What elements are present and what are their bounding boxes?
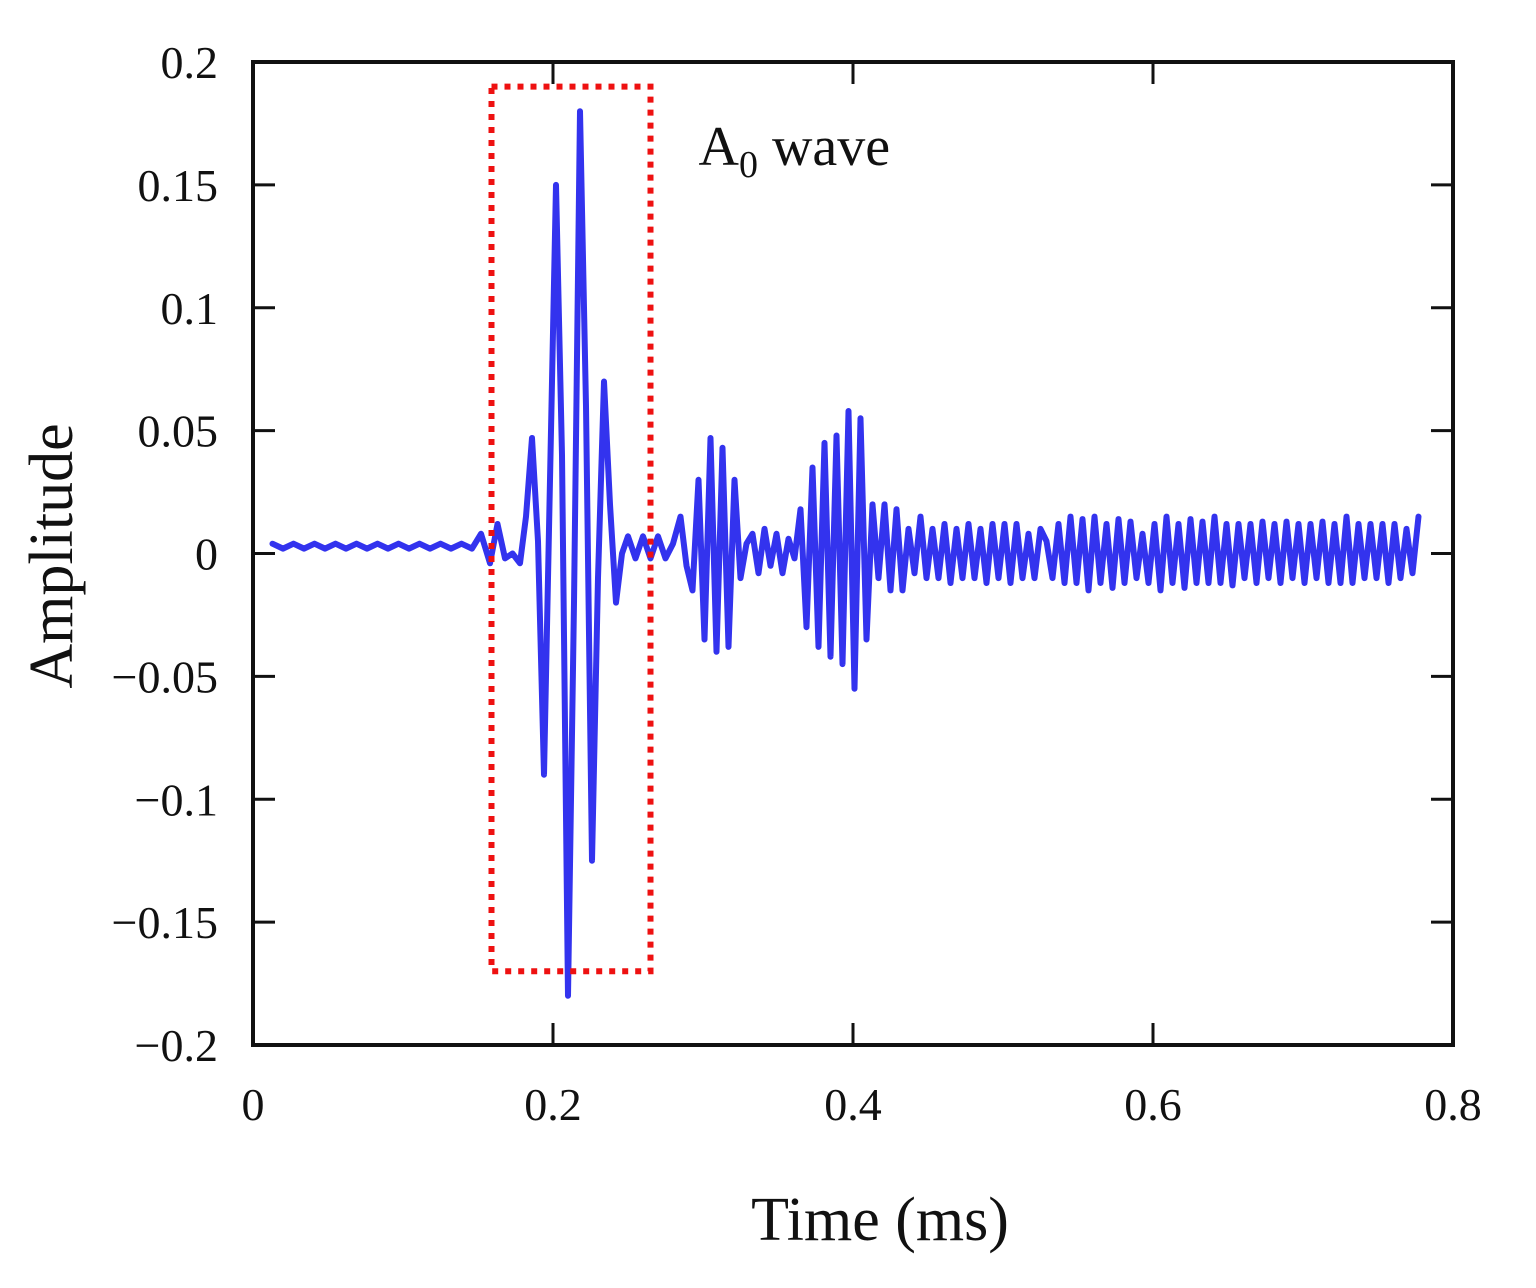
- x-axis-title: Time (ms): [751, 1186, 1009, 1254]
- y-tick-label: 0: [195, 529, 218, 580]
- plot-frame: [251, 60, 1455, 1047]
- x-tick-label: 0.6: [1124, 1079, 1182, 1130]
- x-tick-label: 0.4: [824, 1079, 882, 1130]
- a0-wave-annotation: A0 wave: [699, 116, 891, 186]
- y-tick-label: 0.2: [161, 37, 219, 88]
- a0-wave-highlight-box: [488, 83, 654, 975]
- annotation-subscript: 0: [739, 144, 758, 186]
- y-tick-label: 0.05: [138, 406, 219, 457]
- y-tick-label: −0.1: [135, 774, 218, 825]
- y-tick-label: −0.2: [135, 1020, 218, 1071]
- y-tick-label: 0.1: [161, 283, 219, 334]
- x-tick-label: 0.2: [524, 1079, 582, 1130]
- signal-line: [269, 108, 1422, 999]
- annotation-suffix: wave: [758, 116, 890, 178]
- x-tick-label: 0.8: [1424, 1079, 1482, 1130]
- y-axis-title: Amplitude: [18, 423, 86, 688]
- axis-tick-labels: 0 0.2 0.4 0.6 0.8 0.2 0.15 0.1 0.05 0 −0.05 −0.1 −0.…: [112, 37, 1482, 1130]
- x-tick-label: 0: [242, 1079, 265, 1130]
- y-tick-label: −0.15: [112, 897, 218, 948]
- y-tick-label: −0.05: [112, 651, 218, 702]
- annotation-main: A: [699, 116, 740, 178]
- y-tick-label: 0.15: [138, 160, 219, 211]
